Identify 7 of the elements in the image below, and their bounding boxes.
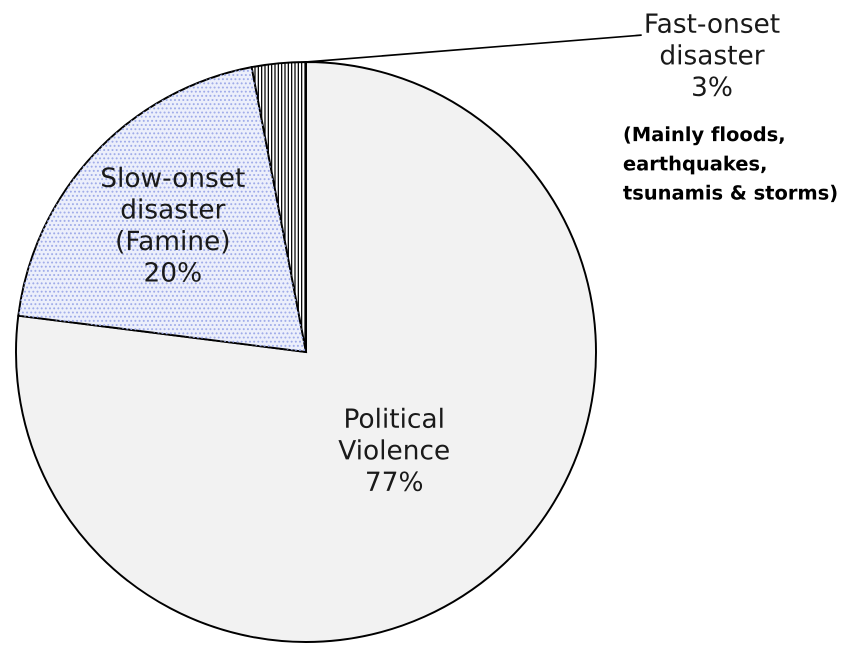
data-label: 77% — [367, 471, 422, 492]
text: (Mainly floods, earthquakes, tsunamis & storms) — [623, 126, 836, 202]
slice-label: Slow-onset disaster (Famine) — [102, 166, 245, 254]
slice-label: Fast-onset disaster — [646, 14, 780, 65]
data-label: 20% — [145, 262, 201, 282]
data-label: 3% — [693, 76, 732, 96]
slice-label: Political Violence — [338, 408, 449, 460]
